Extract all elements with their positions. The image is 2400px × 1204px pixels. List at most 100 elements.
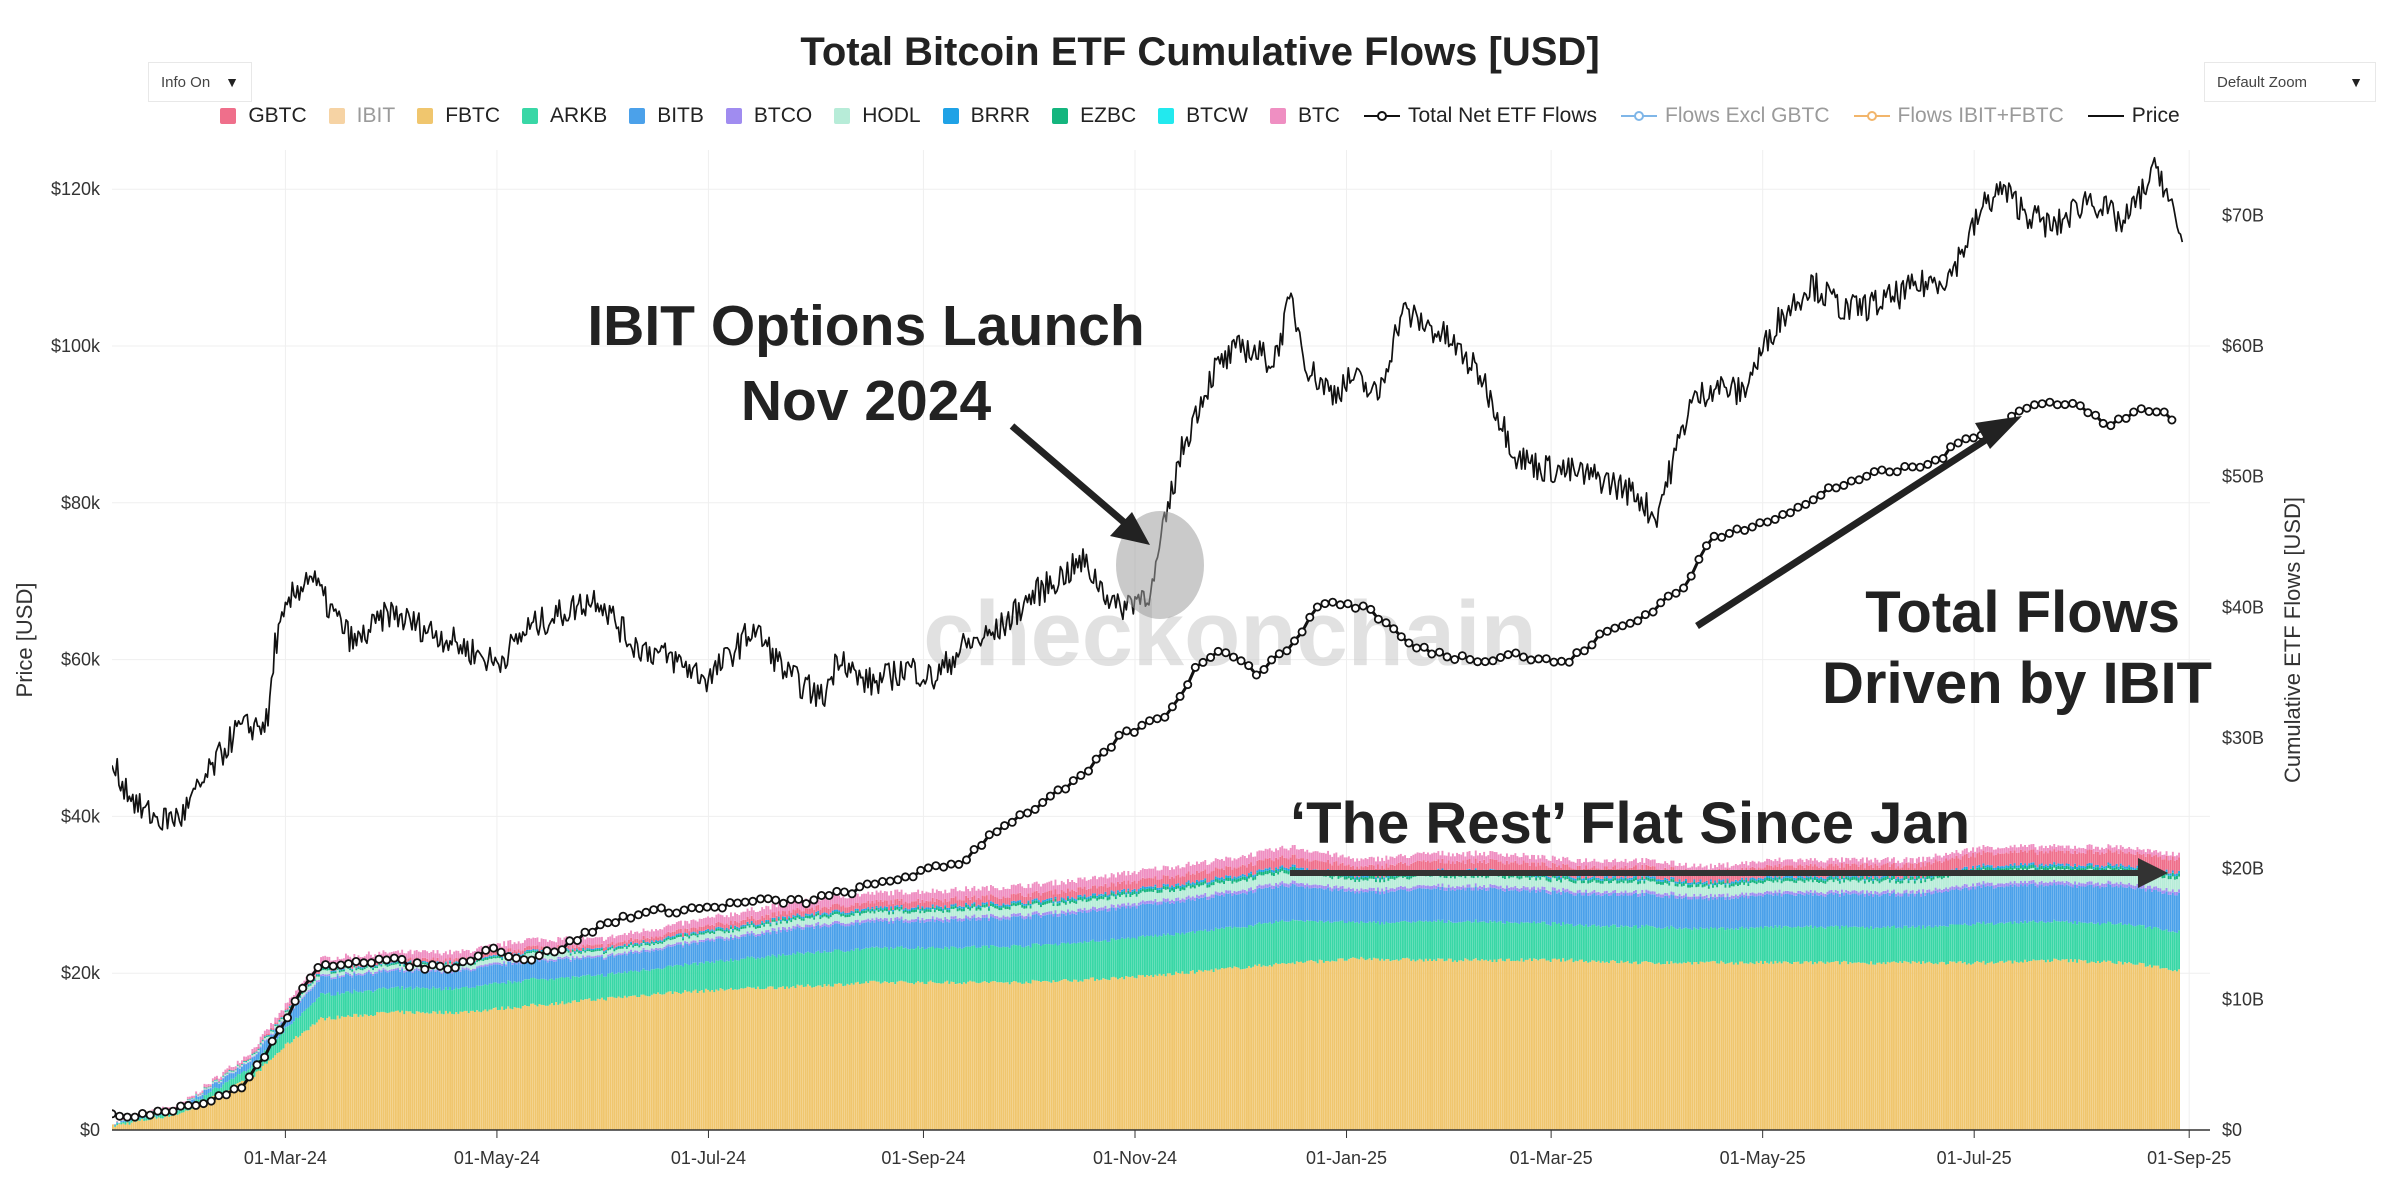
etf-bar-segment: [1241, 855, 1244, 865]
etf-bar-segment: [343, 968, 345, 970]
etf-bar-segment: [1200, 862, 1203, 872]
etf-bar-segment: [971, 905, 974, 909]
etf-bar-segment: [1164, 884, 1167, 887]
etf-bar-segment: [998, 898, 1001, 906]
etf-bar-segment: [1081, 901, 1084, 910]
etf-bar-segment: [444, 951, 447, 959]
etf-bar-segment: [1114, 907, 1117, 911]
etf-bar-segment: [168, 1112, 171, 1117]
etf-bar-segment: [744, 924, 747, 927]
etf-bar-segment: [409, 986, 412, 1012]
etf-bar-segment: [1198, 969, 1200, 1130]
etf-bar-segment: [908, 894, 911, 903]
legend-item-gbtc[interactable]: GBTC: [220, 104, 307, 128]
etf-bar-segment: [422, 969, 424, 988]
legend-item-btc[interactable]: BTC: [1269, 104, 1340, 128]
etf-bar-segment: [763, 926, 766, 933]
etf-bar-segment: [324, 1020, 327, 1130]
legend-item-brrr[interactable]: BRRR: [942, 104, 1030, 128]
etf-bar-segment: [280, 1010, 283, 1016]
etf-bar-segment: [1154, 876, 1157, 885]
etf-bar-segment: [143, 1118, 146, 1121]
etf-bar-segment: [191, 1108, 193, 1130]
etf-bar-segment: [1112, 893, 1115, 897]
etf-bar-segment: [1141, 975, 1144, 1130]
legend-item-ezbc[interactable]: EZBC: [1052, 104, 1136, 128]
etf-bar-segment: [886, 906, 888, 909]
etf-bar-segment: [1019, 904, 1022, 913]
etf-bar-segment: [890, 917, 893, 921]
etf-bar-segment: [965, 895, 967, 903]
etf-bar-segment: [251, 1076, 254, 1130]
legend-item-flows-excl-gbtc[interactable]: Flows Excl GBTC: [1619, 104, 1830, 128]
etf-bar-segment: [1127, 902, 1130, 906]
etf-bar-segment: [474, 968, 476, 971]
etf-bar-segment: [293, 1039, 295, 1130]
etf-bar-segment: [409, 960, 412, 962]
etf-bar-segment: [211, 1080, 214, 1082]
etf-bar-segment: [732, 916, 734, 925]
etf-bar-segment: [628, 940, 630, 944]
etf-bar-segment: [380, 966, 383, 971]
etf-bar-segment: [565, 955, 568, 958]
etf-bar-segment: [859, 896, 861, 906]
etf-bar-segment: [313, 979, 316, 982]
legend-item-btco[interactable]: BTCO: [725, 104, 812, 128]
etf-bar-segment: [338, 994, 341, 1019]
legend-item-total-net-etf-flows[interactable]: Total Net ETF Flows: [1362, 104, 1597, 128]
etf-bar-segment: [996, 904, 999, 906]
etf-bar-segment: [867, 891, 870, 901]
etf-bar-segment: [965, 946, 967, 984]
etf-bar-segment: [209, 1086, 212, 1087]
etf-bar-segment: [931, 897, 934, 905]
etf-bar-segment: [761, 933, 764, 958]
etf-bar-segment: [1227, 877, 1230, 882]
legend-item-bitb[interactable]: BITB: [629, 104, 704, 128]
etf-bar-segment: [519, 962, 522, 965]
etf-bar-segment: [786, 929, 788, 932]
etf-bar-segment: [349, 992, 352, 1017]
etf-bar-segment: [979, 906, 982, 908]
etf-bar-segment: [532, 945, 535, 949]
etf-bar-segment: [1110, 882, 1113, 891]
etf-bar-segment: [913, 919, 915, 923]
etf-bar-segment: [455, 961, 458, 963]
etf-bar-segment: [650, 948, 653, 951]
etf-bar-segment: [486, 959, 489, 965]
etf-bar-segment: [590, 938, 593, 946]
etf-bar-segment: [650, 969, 653, 995]
etf-bar-segment: [465, 957, 468, 961]
etf-bar-segment: [1071, 943, 1074, 982]
etf-bar-segment: [825, 913, 828, 915]
legend-item-flows-ibit-fbtc[interactable]: Flows IBIT+FBTC: [1852, 104, 2064, 128]
etf-bar-segment: [892, 923, 895, 949]
etf-bar-segment: [927, 892, 930, 902]
etf-bar-segment: [399, 966, 401, 970]
etf-bar-segment: [802, 929, 805, 955]
etf-bar-segment: [353, 973, 356, 990]
legend-item-btcw[interactable]: BTCW: [1158, 104, 1248, 128]
etf-bar-segment: [1056, 901, 1059, 904]
legend-item-price[interactable]: Price: [2086, 104, 2180, 128]
legend-item-fbtc[interactable]: FBTC: [417, 104, 500, 128]
etf-bar-segment: [232, 1070, 235, 1072]
legend-item-arkb[interactable]: ARKB: [522, 104, 607, 128]
info-toggle-select[interactable]: Info On ▼: [148, 62, 252, 102]
etf-bar-segment: [442, 970, 445, 973]
legend-item-ibit[interactable]: IBIT: [328, 104, 395, 128]
legend-item-hodl[interactable]: HODL: [834, 104, 921, 128]
etf-bar-segment: [313, 986, 316, 1002]
etf-bar-segment: [965, 902, 967, 905]
etf-bar-segment: [259, 1047, 262, 1058]
etf-bar-segment: [1069, 914, 1071, 945]
etf-bar-segment: [840, 897, 843, 907]
etf-bar-segment: [1162, 889, 1165, 899]
etf-bar-segment: [898, 918, 901, 921]
zoom-select[interactable]: Default Zoom ▼: [2204, 62, 2376, 102]
etf-bar-segment: [763, 958, 766, 990]
etf-bar-segment: [1054, 901, 1057, 911]
etf-bar-segment: [738, 915, 741, 924]
etf-bar-segment: [975, 910, 978, 918]
etf-bar-segment: [983, 981, 986, 1130]
etf-bar-segment: [392, 1011, 395, 1130]
